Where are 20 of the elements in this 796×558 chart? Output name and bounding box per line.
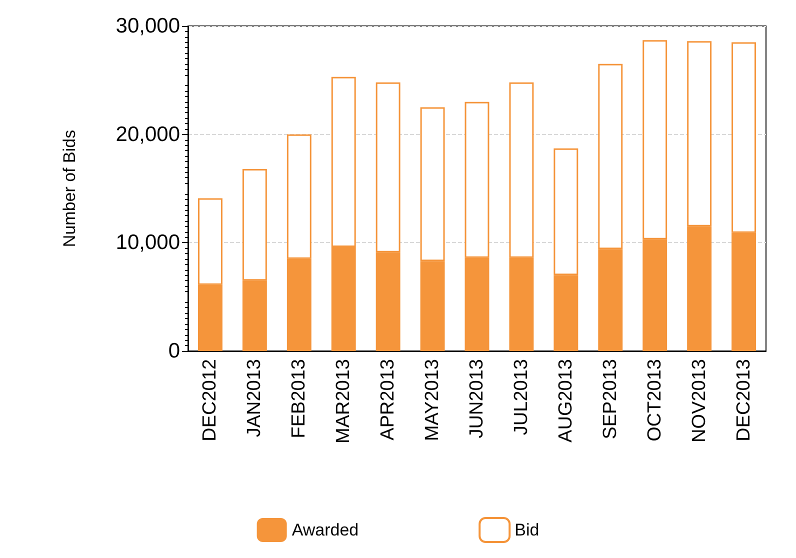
x-tick-label: JAN2013 bbox=[244, 359, 266, 438]
x-tick-label: MAY2013 bbox=[422, 359, 444, 442]
x-tick-label: FEB2013 bbox=[288, 359, 310, 438]
x-tick-label: AUG2013 bbox=[555, 359, 576, 442]
legend-label: Awarded bbox=[292, 520, 359, 540]
x-tick-label: NOV2013 bbox=[688, 359, 710, 442]
x-tick-label: DEC2013 bbox=[733, 359, 754, 442]
x-tick-label: OCT2013 bbox=[644, 359, 666, 442]
x-tick-label: JUN2013 bbox=[466, 359, 488, 438]
x-tick-label: MAR2013 bbox=[333, 359, 354, 444]
x-tick-label: APR2013 bbox=[378, 359, 399, 440]
x-tick-label: DEC2012 bbox=[200, 359, 221, 442]
y-tick-label: 20,000 bbox=[116, 122, 180, 146]
y-tick-label: 30,000 bbox=[116, 14, 180, 38]
y-axis-title: Number of Bids bbox=[60, 130, 79, 248]
y-tick-label: 0 bbox=[168, 340, 180, 362]
legend-label: Bid bbox=[514, 520, 540, 540]
x-tick-label: SEP2013 bbox=[600, 359, 621, 440]
x-tick-label: JUL2013 bbox=[510, 359, 532, 436]
y-tick-label: 10,000 bbox=[116, 231, 180, 254]
